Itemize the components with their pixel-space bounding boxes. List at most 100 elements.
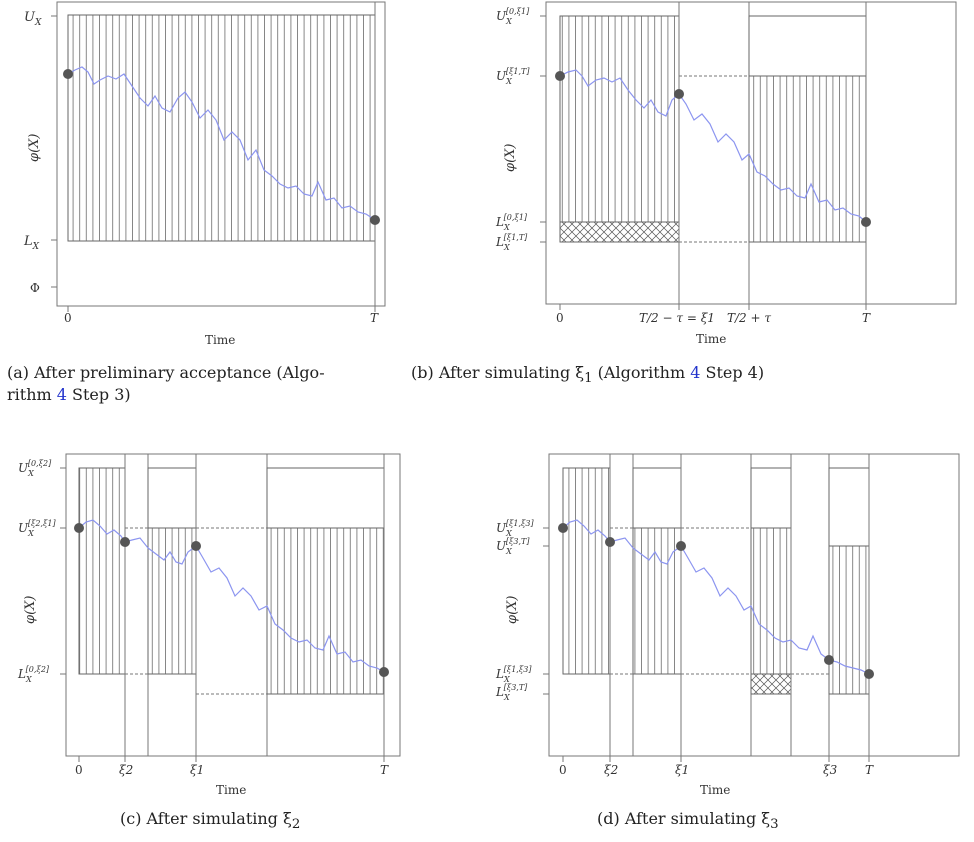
svg-text:LX[0,ξ1]: LX[0,ξ1] [495,213,528,232]
start-point [558,523,568,533]
hatched-region-1 [78,467,126,675]
x-label-T: T [370,311,379,325]
caption-c-text: (c) After simulating ξ [120,809,292,828]
y-label-U-top-sup: [0,ξ2] [28,459,52,468]
svg-text:UX: UX [24,10,42,28]
y-label-L-low-sub: X [503,243,510,252]
svg-text:LX[ξ1,T]: LX[ξ1,T] [495,233,528,252]
svg-text:UX[0,ξ2]: UX[0,ξ2] [18,459,52,478]
y-label-U-top-sub: X [27,469,34,478]
hatched-region-1 [562,467,611,675]
y-label-U-a: U [496,521,507,535]
y-label-U-a-sup: [ξ1,ξ3] [506,519,535,528]
svg-text:LX: LX [23,234,40,252]
svg-text:LX[ξ1,ξ3]: LX[ξ1,ξ3] [495,665,532,684]
x-axis-title: Time [216,783,246,797]
plot-frame [65,453,401,757]
y-label-L-b: L [495,685,504,699]
caption-a: (a) After preliminary acceptance (Algo- … [7,362,397,406]
empty-region-2 [147,467,197,529]
y-label-L-a: L [495,667,504,681]
xi1-point [674,89,684,99]
hatched-region-3 [266,527,385,695]
x-label-xi1: ξ1 [190,763,204,777]
x-label-zero: 0 [64,311,72,325]
x-axis-title: Time [205,333,235,347]
y-label-L-low: L [495,235,504,249]
caption-b-suffix: Step 4) [700,363,765,382]
empty-region-3 [266,467,385,529]
y-label-L-low-sup: [ξ1,T] [504,233,528,242]
end-point [861,217,871,227]
plot-frame [545,1,957,305]
x-label-left: T/2 − τ = ξ1 [639,311,715,325]
y-label-L-a-sup: [ξ1,ξ3] [504,665,533,674]
empty-region-right [748,15,867,77]
x-axis-title: Time [700,783,730,797]
panel-b-chart: UX[0,ξ1] UX[ξ1,T] LX[0,ξ1] LX[ξ1,T] φ(X)… [495,1,957,346]
y-label-L: L [23,234,33,249]
caption-b-ref-link[interactable]: 4 [690,363,701,382]
caption-d-text: (d) After simulating ξ [597,809,771,828]
y-label-L-up-sub: X [503,223,510,232]
hatched-region-4 [828,545,870,695]
y-label-U-a-sub: X [505,529,512,538]
svg-text:UX[ξ1,ξ3]: UX[ξ1,ξ3] [496,519,534,538]
y-axis-title: φ(X) [27,133,42,162]
y-label-U-mid-sub: X [27,529,34,538]
svg-text:UX[ξ2,ξ1]: UX[ξ2,ξ1] [18,519,56,538]
start-point [74,523,84,533]
hatched-region-3 [750,527,792,675]
plot-frame [56,1,386,307]
panel-a-chart: UX LX Φ φ(X) 0 T Time [23,1,386,347]
x-label-T: T [862,311,871,325]
hatched-region-2 [147,527,197,675]
y-label-L-sub: X [32,242,40,252]
y-label-U-mid-sup: [ξ1,T] [506,67,530,76]
y-label-L-up-sup: [0,ξ1] [504,213,528,222]
x-label-T: T [380,763,389,777]
caption-a-suffix: Step 3) [66,385,131,404]
y-axis-title: φ(X) [503,143,518,172]
y-label-L: L [17,667,26,681]
panel-d-chart: UX[ξ1,ξ3] UX[ξ3,T] LX[ξ1,ξ3] LX[ξ3,T] φ(… [495,453,960,797]
svg-text:UX[ξ1,T]: UX[ξ1,T] [496,67,530,86]
caption-b: (b) After simulating ξ1 (Algorithm 4 Ste… [411,362,971,390]
hatched-region-left [559,15,680,223]
x-label-zero: 0 [556,311,564,325]
y-label-L-b-sub: X [503,693,510,702]
y-label-U-top: U [18,461,29,475]
caption-b-sub: 1 [584,371,593,387]
crosshatched-region-left [559,221,680,243]
y-label-U: U [24,10,36,25]
y-label-U-b-sup: [ξ3,T] [506,537,530,546]
y-label-L-up: L [495,215,504,229]
brownian-path [67,66,376,221]
x-label-xi1: ξ1 [675,763,689,777]
y-label-L-b-sup: [ξ3,T] [504,683,528,692]
end-point [864,669,874,679]
y-axis-title: φ(X) [23,595,38,624]
y-label-U-sub: X [34,18,42,28]
caption-a-line2: rithm [7,385,57,404]
y-label-L-a-sub: X [503,675,510,684]
hatched-region [67,14,376,242]
brownian-path [559,69,867,223]
y-label-U-mid-sup: [ξ2,ξ1] [28,519,57,528]
y-label-U-b: U [496,539,507,553]
caption-a-ref-link[interactable]: 4 [56,385,67,404]
xi2-point [120,537,130,547]
caption-b-text: (b) After simulating ξ [411,363,585,382]
hatched-region-2 [632,527,682,675]
y-label-L-sup: [0,ξ2] [26,665,50,674]
y-label-U-top-sub: X [505,17,512,26]
svg-text:UX[0,ξ1]: UX[0,ξ1] [496,7,530,26]
y-axis-title: φ(X) [505,595,520,624]
caption-d-sub: 3 [770,817,779,833]
plot-frame [548,453,960,757]
start-point [555,71,565,81]
empty-region-3 [750,467,792,529]
caption-b-mid: (Algorithm [592,363,691,382]
crosshatched-region-3 [750,673,792,695]
svg-text:LX[0,ξ2]: LX[0,ξ2] [17,665,50,684]
